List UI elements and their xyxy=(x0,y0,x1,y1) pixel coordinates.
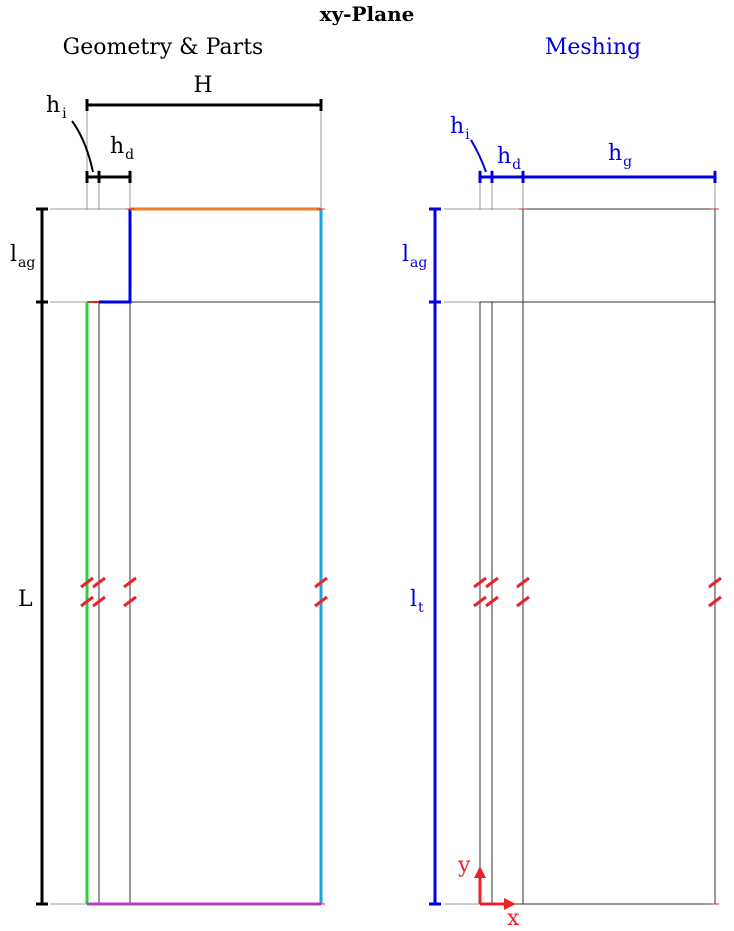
axis-label-x: x xyxy=(507,906,520,931)
label-lag-mesh: lag xyxy=(402,242,427,271)
x-axis-arrow-icon xyxy=(504,898,516,910)
left-panel-heading: Geometry & Parts xyxy=(63,35,264,60)
label-lt-mesh: lt xyxy=(410,587,424,616)
right-panel-heading: Meshing xyxy=(545,35,641,60)
right-extension-lines xyxy=(444,170,716,905)
label-lag: lag xyxy=(10,242,35,271)
label-H: H xyxy=(193,73,212,98)
y-axis-arrow-icon xyxy=(474,866,486,878)
right-geometry xyxy=(479,208,716,905)
dim-hi-hd xyxy=(85,171,132,183)
right-break-marks xyxy=(473,576,722,608)
left-break-marks xyxy=(80,576,328,608)
dim-lt xyxy=(429,207,441,906)
label-hd-mesh: hd xyxy=(497,144,521,173)
dim-L xyxy=(36,207,48,906)
xy-axes xyxy=(478,874,508,906)
left-corner-ticks xyxy=(126,208,325,905)
blue-boundary xyxy=(99,209,132,304)
left-geometry xyxy=(80,207,328,906)
label-hg-mesh: hg xyxy=(608,141,632,170)
axis-label-y: y xyxy=(457,853,471,878)
right-corner-ticks xyxy=(519,208,719,905)
hi-leader-mesh xyxy=(470,139,487,173)
dim-H xyxy=(85,99,323,111)
label-L: L xyxy=(18,587,33,612)
diagram-title: xy-Plane xyxy=(320,2,415,26)
hi-leader xyxy=(71,120,94,173)
left-extension-lines xyxy=(50,100,322,905)
label-hd: hd xyxy=(110,134,134,163)
dim-hi-hd-hg xyxy=(478,171,717,183)
label-hi-mesh: hi xyxy=(450,114,470,143)
